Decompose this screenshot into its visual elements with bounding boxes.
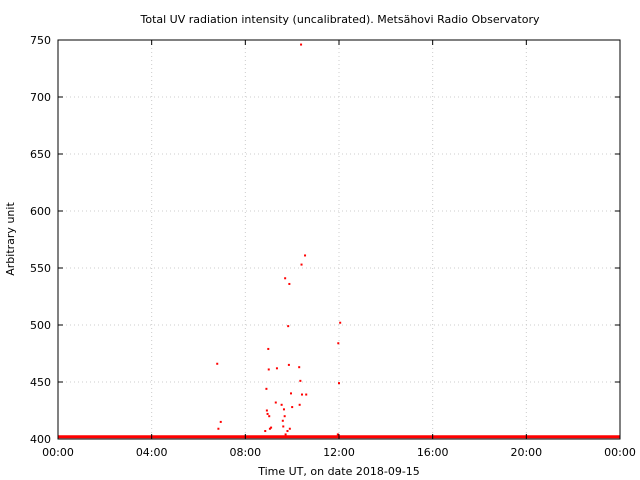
y-tick-label: 600 xyxy=(30,205,51,218)
data-point xyxy=(336,433,339,436)
x-tick-labels: 00:00 04:00 08:00 12:00 16:00 20:00 00:00 xyxy=(42,446,636,459)
y-tick-label: 400 xyxy=(30,433,51,446)
data-point xyxy=(339,321,342,324)
x-axis-label: Time UT, on date 2018-09-15 xyxy=(257,465,420,478)
data-point xyxy=(219,420,222,423)
chart-title: Total UV radiation intensity (uncalibrat… xyxy=(140,13,540,26)
x-tick-label: 16:00 xyxy=(417,446,449,459)
data-point xyxy=(274,401,277,404)
data-point xyxy=(267,368,270,371)
data-points xyxy=(216,43,342,436)
data-point xyxy=(288,282,291,285)
data-point xyxy=(282,425,285,428)
x-tick-label: 12:00 xyxy=(323,446,355,459)
data-point xyxy=(284,433,287,436)
data-point xyxy=(270,426,273,429)
data-point xyxy=(300,263,303,266)
data-point xyxy=(267,347,270,350)
y-tick-label: 700 xyxy=(30,91,51,104)
data-point xyxy=(217,427,220,430)
y-tick-label: 650 xyxy=(30,148,51,161)
data-point xyxy=(291,406,294,409)
data-point xyxy=(301,393,304,396)
y-axis-label: Arbitrary unit xyxy=(4,202,17,276)
data-point xyxy=(288,427,291,430)
data-point xyxy=(305,393,308,396)
data-point xyxy=(284,277,287,280)
data-point xyxy=(287,325,290,328)
data-point xyxy=(280,403,283,406)
data-point xyxy=(275,367,278,370)
data-point xyxy=(264,430,267,433)
data-point xyxy=(299,379,302,382)
data-point xyxy=(300,43,303,46)
data-point xyxy=(268,415,271,418)
x-tick-label: 04:00 xyxy=(136,446,168,459)
x-tick-label: 20:00 xyxy=(510,446,542,459)
data-point xyxy=(265,409,268,412)
x-tick-label: 08:00 xyxy=(229,446,261,459)
x-tick-label: 00:00 xyxy=(604,446,636,459)
data-point xyxy=(266,412,269,415)
y-tick-label: 450 xyxy=(30,376,51,389)
data-point xyxy=(286,430,289,433)
data-point xyxy=(338,382,340,385)
data-point xyxy=(287,363,290,366)
data-point xyxy=(283,415,286,418)
data-point xyxy=(216,362,219,365)
data-point xyxy=(281,419,284,422)
data-point xyxy=(304,254,307,257)
y-tick-labels: 400 450 500 550 600 650 700 750 xyxy=(30,34,51,446)
data-point xyxy=(282,408,285,411)
data-point xyxy=(289,392,292,395)
y-tick-label: 550 xyxy=(30,262,51,275)
y-tick-label: 750 xyxy=(30,34,51,47)
data-point xyxy=(298,403,301,406)
data-point xyxy=(268,427,271,430)
x-tick-label: 00:00 xyxy=(42,446,74,459)
axis-ticks xyxy=(57,39,621,440)
data-point xyxy=(265,387,268,390)
data-point xyxy=(337,342,340,345)
grid-lines xyxy=(58,40,620,439)
data-point xyxy=(298,366,301,369)
y-tick-label: 500 xyxy=(30,319,51,332)
